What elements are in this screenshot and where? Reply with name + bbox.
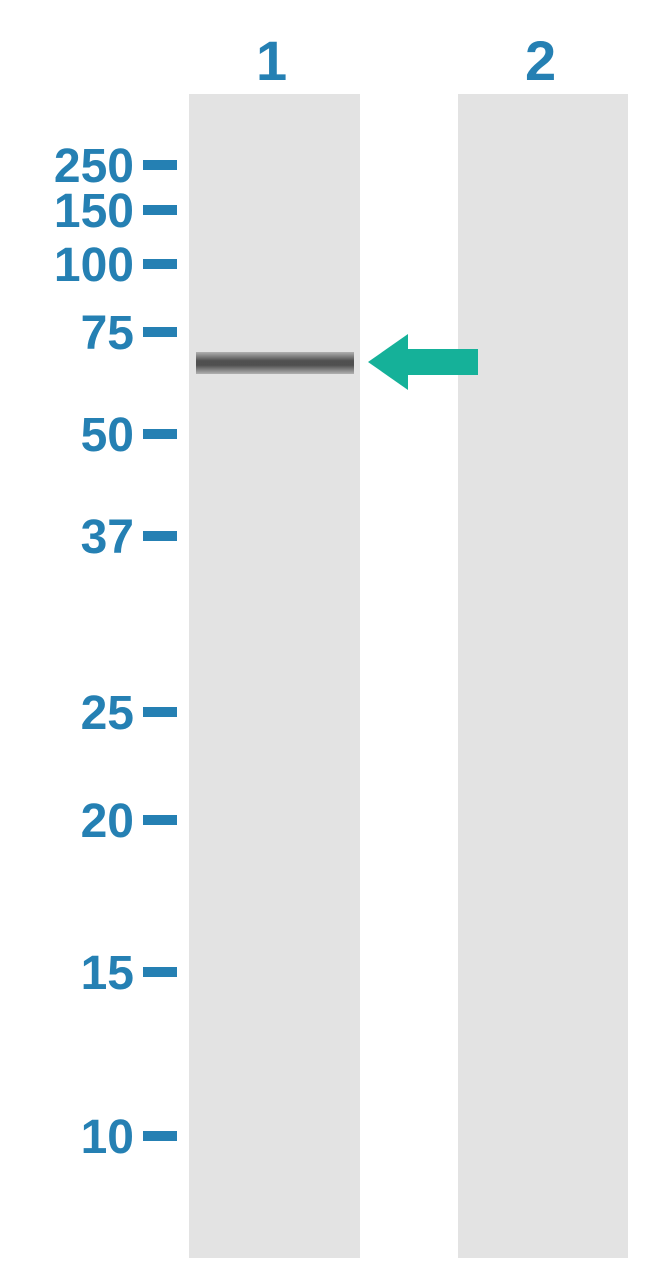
marker-tick-150 — [143, 205, 177, 215]
marker-tick-10 — [143, 1131, 177, 1141]
lane-1-header: 1 — [256, 28, 287, 93]
lane-2-header: 2 — [525, 28, 556, 93]
marker-tick-37 — [143, 531, 177, 541]
marker-37: 37 — [60, 510, 134, 565]
arrow-tail — [408, 349, 478, 375]
band-lane1 — [196, 352, 354, 374]
marker-75: 75 — [60, 306, 134, 361]
western-blot-figure: 1 2 250 150 100 75 50 37 25 20 15 10 — [0, 0, 650, 1270]
marker-100: 100 — [38, 238, 134, 293]
marker-tick-25 — [143, 707, 177, 717]
lane-2 — [458, 94, 628, 1258]
marker-tick-75 — [143, 327, 177, 337]
marker-20: 20 — [60, 794, 134, 849]
marker-150: 150 — [38, 184, 134, 239]
marker-tick-20 — [143, 815, 177, 825]
band-indicator-arrow — [368, 334, 478, 390]
lane-1 — [189, 94, 360, 1258]
marker-25: 25 — [60, 686, 134, 741]
marker-tick-15 — [143, 967, 177, 977]
marker-10: 10 — [60, 1110, 134, 1165]
marker-15: 15 — [60, 946, 134, 1001]
marker-50: 50 — [60, 408, 134, 463]
marker-tick-250 — [143, 160, 177, 170]
marker-tick-50 — [143, 429, 177, 439]
arrow-head-icon — [368, 334, 408, 390]
marker-tick-100 — [143, 259, 177, 269]
